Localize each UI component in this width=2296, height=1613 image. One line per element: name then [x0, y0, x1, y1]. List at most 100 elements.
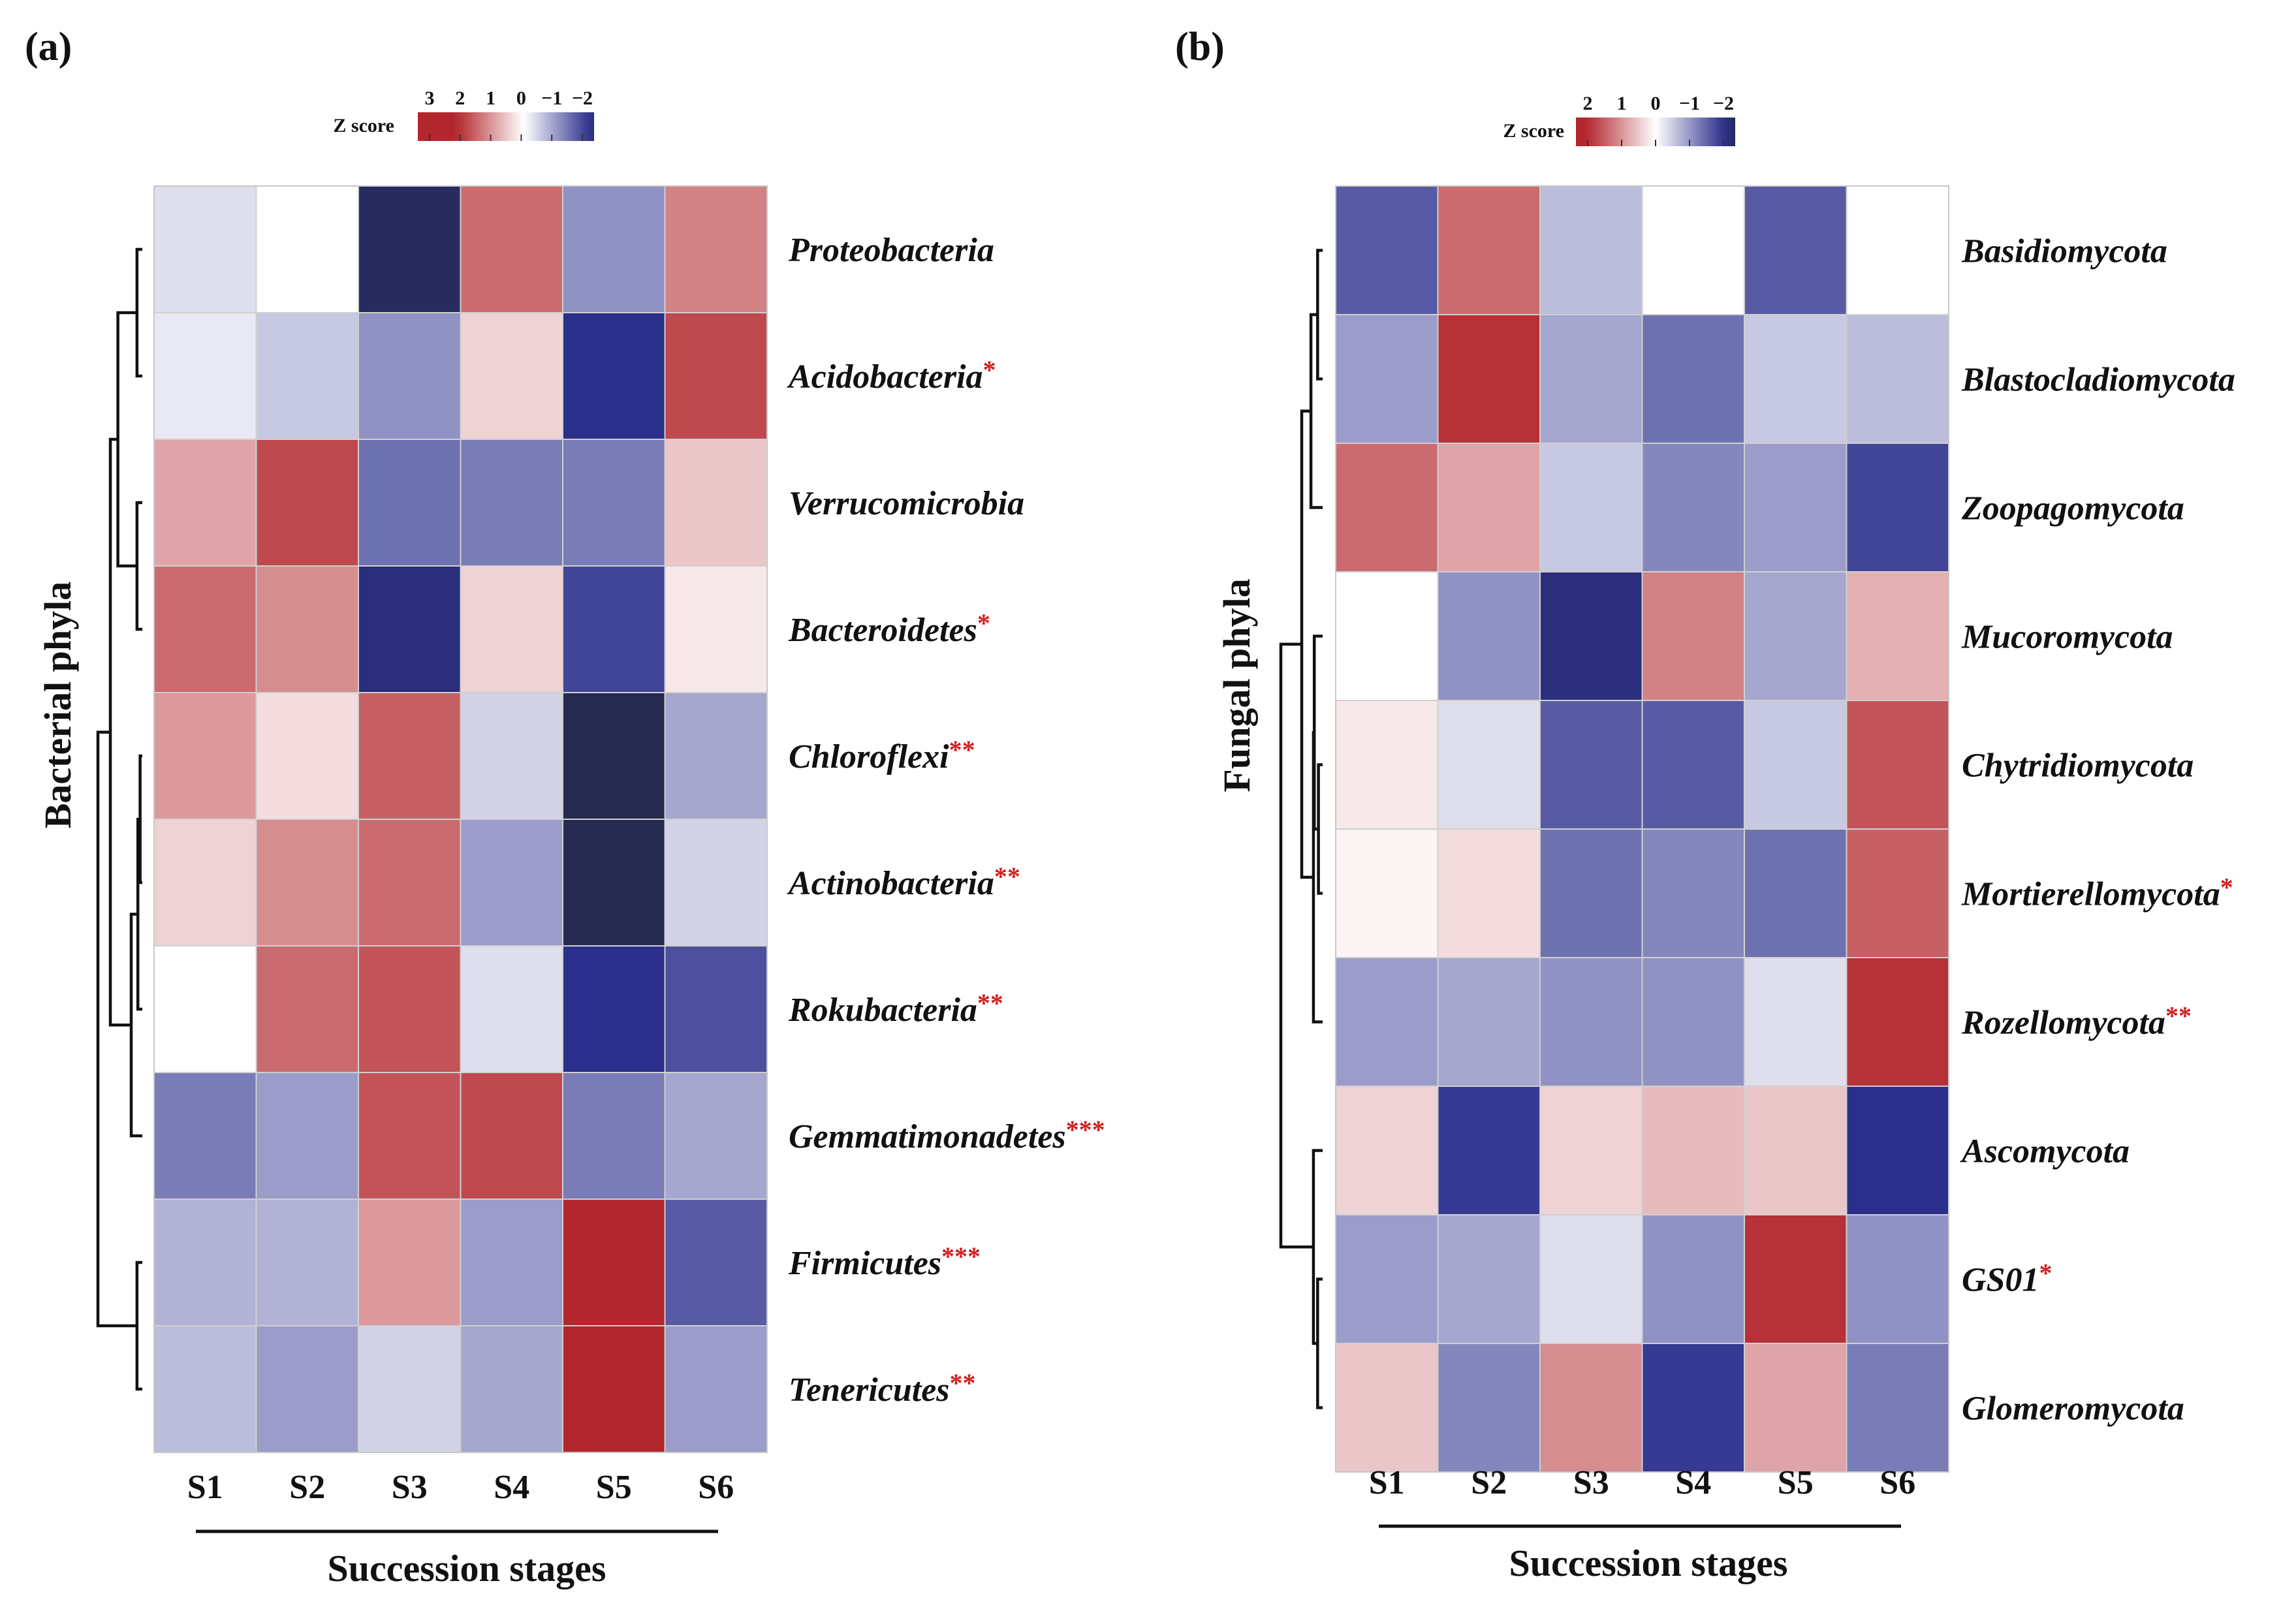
row-label-chytridiomycota: Chytridiomycota	[1962, 747, 2194, 785]
column-label-s3: S3	[1573, 1464, 1609, 1501]
heatmap-cell-actinobacteria-s3	[358, 819, 462, 947]
heatmap-cell-firmicutes-s2	[255, 1198, 359, 1326]
heatmap-cell-zoopagomycota-s5	[1744, 443, 1848, 572]
significance-marker: *	[977, 608, 990, 638]
heatmap-cell-rozellomycota-s5	[1744, 957, 1848, 1087]
heatmap-cell-proteobacteria-s2	[255, 185, 359, 313]
heatmap-cell-mucoromycota-s1	[1335, 571, 1439, 701]
panel-a-dendrogram	[96, 247, 142, 1391]
heatmap-cell-tenericutes-s5	[562, 1325, 666, 1453]
heatmap-cell-ascomycota-s4	[1641, 1086, 1745, 1215]
heatmap-cell-chytridiomycota-s6	[1846, 700, 1949, 830]
row-label-gs01: GS01*	[1962, 1259, 2052, 1299]
heatmap-cell-zoopagomycota-s1	[1335, 443, 1439, 572]
heatmap-cell-verrucomicrobia-s5	[562, 439, 666, 567]
dendrogram-branch	[108, 437, 131, 1027]
heatmap-cell-chloroflexi-s6	[664, 692, 768, 820]
panel-b-column-labels: S1 S2 S3 S4 S5 S6	[1369, 1464, 1915, 1501]
heatmap-cell-zoopagomycota-s6	[1846, 443, 1949, 572]
heatmap-cell-gemmatimonadetes-s4	[460, 1072, 563, 1200]
heatmap-cell-rokubacteria-s5	[562, 945, 666, 1073]
panel-a-y-axis-title: Bacterial phyla	[37, 582, 79, 829]
heatmap-cell-verrucomicrobia-s1	[153, 439, 257, 567]
panel-a-row-labels: Proteobacteria Acidobacteria* Verrucomicro…	[787, 232, 1105, 1409]
heatmap-cell-zoopagomycota-s4	[1641, 443, 1745, 572]
panel-a-colorbar: Z score 3 2 1 0 −1 −2	[333, 87, 594, 141]
significance-marker: ***	[941, 1242, 981, 1271]
colorbar-tick-label: −1	[1679, 93, 1700, 114]
heatmap-cell-gs01-s4	[1641, 1214, 1745, 1344]
colorbar-tick-label: 0	[1651, 93, 1661, 114]
heatmap-cell-mortierellomycota-s2	[1437, 828, 1541, 958]
panel-b-fungal-heatmap: (b) Fungal phyla Succession stages Basid…	[1175, 25, 2235, 1584]
heatmap-cell-mortierellomycota-s5	[1744, 828, 1848, 958]
row-label-proteobacteria: Proteobacteria	[788, 232, 994, 269]
row-label-chloroflexi: Chloroflexi**	[789, 735, 975, 775]
panel-a-bacterial-heatmap: (a) Bacterial phyla Succession stages Pr…	[25, 25, 1105, 1590]
column-label-s1: S1	[187, 1469, 223, 1506]
colorbar-tick-label: 1	[486, 87, 495, 109]
heatmap-cell-basidiomycota-s5	[1744, 185, 1848, 315]
heatmap-cell-proteobacteria-s6	[664, 185, 768, 313]
heatmap-cell-blastocladiomycota-s1	[1335, 314, 1439, 444]
heatmap-cell-gemmatimonadetes-s2	[255, 1072, 359, 1200]
heatmap-cell-rozellomycota-s2	[1437, 957, 1541, 1087]
column-label-s6: S6	[698, 1469, 734, 1506]
heatmap-cell-glomeromycota-s3	[1539, 1343, 1643, 1473]
panel-b-colorbar-label: Z score	[1503, 120, 1564, 142]
panel-b-cells	[1335, 185, 1949, 1473]
panel-b-y-axis-title: Fungal phyla	[1216, 578, 1258, 792]
heatmap-cell-blastocladiomycota-s5	[1744, 314, 1848, 444]
heatmap-cell-ascomycota-s3	[1539, 1086, 1643, 1215]
heatmap-cell-bacteroidetes-s5	[562, 565, 666, 693]
heatmap-cell-chytridiomycota-s3	[1539, 700, 1643, 830]
panel-b-dendrogram	[1279, 249, 1323, 1409]
row-label-basidiomycota: Basidiomycota	[1961, 233, 2167, 270]
heatmap-cell-actinobacteria-s2	[255, 819, 359, 947]
heatmap-cell-mortierellomycota-s6	[1846, 828, 1949, 958]
panel-b-colorbar: Z score 2 1 0 −1 −2	[1503, 93, 1735, 146]
heatmap-cell-blastocladiomycota-s2	[1437, 314, 1541, 444]
heatmap-cell-acidobacteria-s4	[460, 312, 563, 440]
significance-marker: **	[994, 862, 1020, 891]
heatmap-cell-gs01-s3	[1539, 1214, 1643, 1344]
heatmap-cell-rokubacteria-s6	[664, 945, 768, 1073]
significance-marker: *	[2220, 873, 2233, 902]
colorbar-tick-label: 3	[425, 87, 435, 109]
heatmap-cell-mucoromycota-s6	[1846, 571, 1949, 701]
dendrogram-branch	[135, 1261, 142, 1391]
heatmap-cell-actinobacteria-s5	[562, 819, 666, 947]
row-label-bacteroidetes: Bacteroidetes*	[788, 608, 990, 649]
colorbar-tick-label: −2	[572, 87, 593, 109]
heatmap-cell-ascomycota-s1	[1335, 1086, 1439, 1215]
heatmap-cell-rozellomycota-s4	[1641, 957, 1745, 1087]
heatmap-cell-gemmatimonadetes-s1	[153, 1072, 257, 1200]
heatmap-cell-gs01-s2	[1437, 1214, 1541, 1344]
heatmap-cell-acidobacteria-s2	[255, 312, 359, 440]
heatmap-cell-basidiomycota-s6	[1846, 185, 1949, 315]
colorbar-tick-label: 2	[455, 87, 465, 109]
row-label-mortierellomycota: Mortierellomycota*	[1961, 873, 2233, 913]
row-label-blastocladiomycota: Blastocladiomycota	[1961, 362, 2235, 399]
heatmap-cell-chytridiomycota-s5	[1744, 700, 1848, 830]
dendrogram-branch	[138, 754, 142, 885]
dendrogram-branch	[1279, 642, 1313, 1249]
heatmap-cell-blastocladiomycota-s4	[1641, 314, 1745, 444]
heatmap-cell-ascomycota-s5	[1744, 1086, 1848, 1215]
heatmap-cell-actinobacteria-s6	[664, 819, 768, 947]
heatmap-cell-mucoromycota-s3	[1539, 571, 1643, 701]
heatmap-cell-chloroflexi-s3	[358, 692, 462, 820]
colorbar-tick-label: 2	[1583, 93, 1593, 114]
heatmap-cell-gs01-s1	[1335, 1214, 1439, 1344]
column-label-s1: S1	[1369, 1464, 1405, 1501]
dendrogram-branch	[1316, 1277, 1323, 1409]
heatmap-cell-basidiomycota-s4	[1641, 185, 1745, 315]
heatmap-cell-mortierellomycota-s1	[1335, 828, 1439, 958]
heatmap-cell-rokubacteria-s1	[153, 945, 257, 1073]
dendrogram-branch	[1317, 763, 1323, 895]
heatmap-cell-glomeromycota-s4	[1641, 1343, 1745, 1473]
heatmap-cell-gs01-s5	[1744, 1214, 1848, 1344]
row-label-zoopagomycota: Zoopagomycota	[1961, 490, 2184, 527]
heatmap-cell-verrucomicrobia-s4	[460, 439, 563, 567]
heatmap-cell-glomeromycota-s5	[1744, 1343, 1848, 1473]
